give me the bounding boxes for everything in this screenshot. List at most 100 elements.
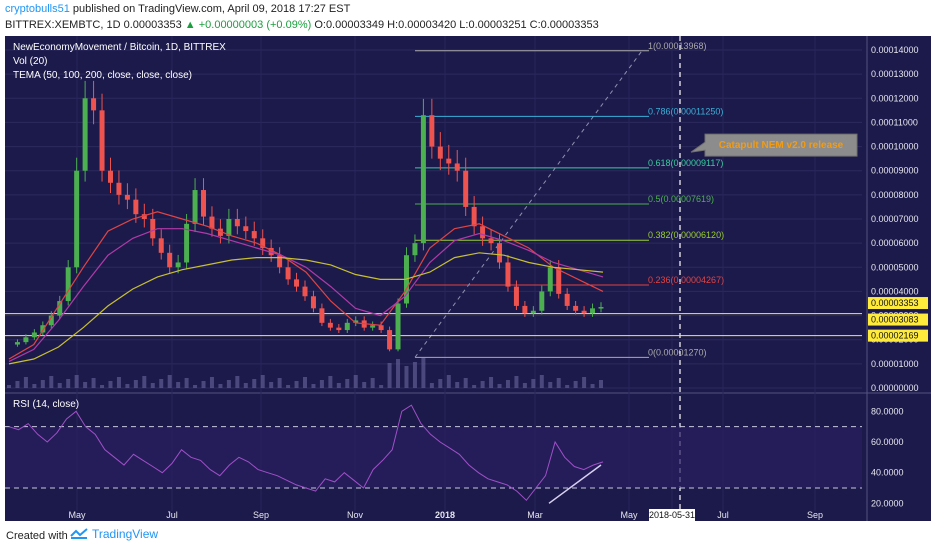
volume-bar: [23, 377, 28, 388]
volume-bar: [218, 384, 223, 388]
volume-bar: [100, 385, 105, 388]
candle-body: [429, 115, 435, 147]
chart-area[interactable]: 0.000000000.000010000.000020000.00003000…: [5, 36, 931, 521]
volume-bar: [303, 377, 307, 388]
candle-body: [251, 231, 257, 239]
x-tick-label: Nov: [347, 510, 364, 520]
volume-bar: [362, 382, 367, 388]
candle-body: [378, 325, 384, 331]
chart-header: cryptobulls51 published on TradingView.c…: [0, 0, 932, 36]
candle-body: [370, 325, 376, 328]
rsi-tick-label: 60.0000: [871, 437, 904, 447]
candle-body: [107, 170, 113, 183]
candle-body: [268, 247, 274, 256]
volume-bar: [252, 379, 257, 388]
candle-body: [530, 310, 536, 314]
rsi-line: [8, 404, 604, 502]
footer: Created with TradingView: [0, 521, 932, 550]
candle-body: [395, 303, 401, 350]
x-tick-label: Mar: [527, 510, 543, 520]
candle-body: [65, 267, 71, 302]
fib-level-label: 0.382(0.00006120): [648, 230, 724, 240]
volume-bar: [353, 375, 358, 388]
candle-body: [158, 238, 164, 253]
candle-body: [446, 158, 452, 164]
volume-bar: [201, 381, 206, 388]
price-tick-label: 0.00001000: [871, 359, 919, 369]
candle-body: [598, 307, 604, 309]
volume-bar: [277, 378, 282, 388]
candle-body: [302, 286, 308, 297]
fib-level-label: 0(0.00001270): [648, 347, 707, 357]
candle-body: [480, 226, 486, 239]
candle-body: [217, 228, 223, 236]
candle-body: [556, 267, 562, 294]
volume-bar: [226, 380, 231, 388]
candle-body: [420, 115, 426, 244]
volume-bar: [446, 375, 451, 388]
candle-body: [23, 337, 29, 343]
legend-rsi: RSI (14, close): [13, 399, 79, 410]
chart-canvas[interactable]: 0.000000000.000010000.000020000.00003000…: [5, 36, 931, 521]
volume-bar: [429, 383, 434, 388]
volume-bar: [294, 381, 299, 388]
volume-bar: [396, 359, 401, 388]
candle-body: [471, 206, 477, 227]
candle-body: [285, 267, 291, 280]
volume-bar: [404, 366, 409, 388]
symbol-line: BITTREX:XEMBTC, 1D 0.00003353 ▲ +0.00000…: [5, 19, 599, 31]
rsi-tick-label: 80.0000: [871, 406, 904, 416]
tradingview-logo[interactable]: TradingView: [70, 527, 158, 541]
candle-body: [539, 291, 545, 311]
candle-body: [74, 170, 80, 268]
candle-body: [277, 255, 283, 268]
tradingview-icon: [70, 528, 88, 539]
fib-level-label: 0.236(0.00004267): [648, 275, 724, 285]
tradingview-brand: TradingView: [92, 527, 159, 541]
volume-bar: [269, 382, 274, 388]
candle-body: [234, 219, 240, 227]
x-tick-label: Jul: [166, 510, 178, 520]
price-marker-label: 0.00002169: [871, 331, 919, 341]
rsi-tick-label: 20.0000: [871, 498, 904, 508]
candle-body: [336, 327, 342, 331]
price-tick-label: 0.00009000: [871, 166, 919, 176]
volume-bar: [57, 383, 62, 388]
volume-bar: [49, 376, 54, 388]
last-price: 0.00003353: [123, 19, 182, 31]
candle-body: [412, 243, 418, 256]
candle-body: [184, 223, 190, 263]
candle-body: [226, 219, 232, 236]
candle-body: [353, 320, 359, 323]
volume-bar: [539, 375, 544, 388]
author-link[interactable]: cryptobulls51: [5, 3, 70, 15]
candle-body: [581, 310, 587, 314]
candle-body: [133, 199, 139, 215]
symbol-label: BITTREX:XEMBTC, 1D: [5, 19, 121, 31]
volume-bar: [176, 382, 181, 388]
candle-body: [116, 182, 122, 195]
volume-bar: [472, 385, 477, 388]
candle-body: [82, 98, 88, 171]
volume-bar: [209, 377, 214, 388]
price-tick-label: 0.00014000: [871, 45, 919, 55]
volume-bar: [150, 383, 155, 388]
created-with: Created with: [6, 530, 68, 542]
candle-body: [14, 342, 20, 345]
price-tick-label: 0.00011000: [871, 117, 918, 127]
price-tick-label: 0.00004000: [871, 286, 919, 296]
candle-body: [319, 308, 325, 323]
price-marker-box: [868, 297, 928, 310]
volume-bar: [345, 379, 350, 388]
price-marker-box: [868, 329, 928, 342]
x-tick-label: May: [620, 510, 638, 520]
price-tick-label: 0.00008000: [871, 190, 919, 200]
candle-body: [150, 219, 156, 239]
volume-bar: [573, 381, 578, 388]
price-tick-label: 0.00000000: [871, 383, 919, 393]
x-tick-label: Sep: [807, 510, 823, 520]
publish-line: cryptobulls51 published on TradingView.c…: [5, 3, 350, 15]
volume-bar: [370, 378, 375, 388]
volume-bar: [522, 383, 527, 388]
volume-bar: [590, 384, 595, 388]
